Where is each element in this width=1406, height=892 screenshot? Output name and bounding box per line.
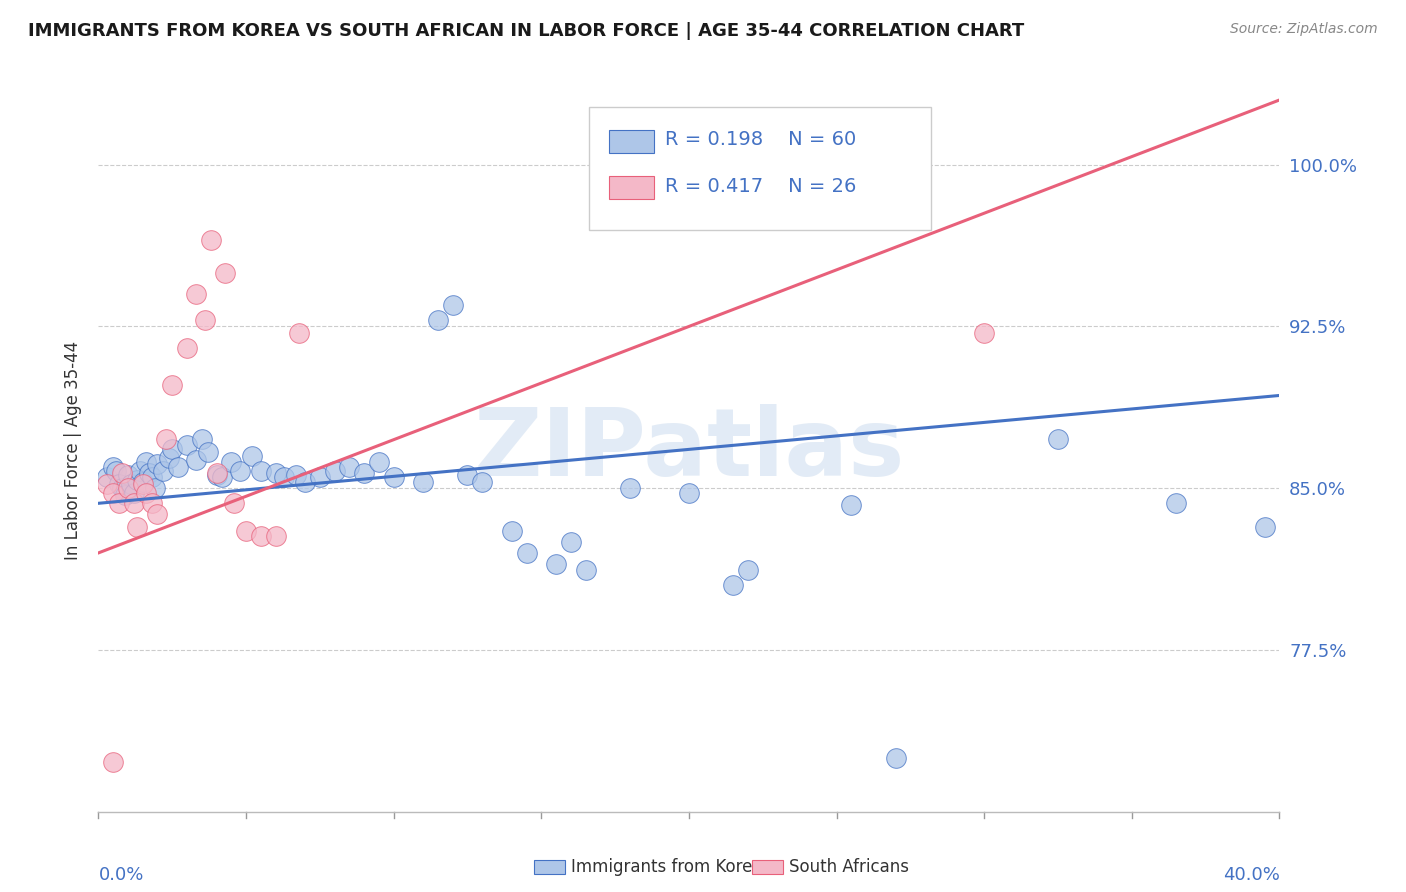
Point bbox=[146, 458, 169, 472]
Point bbox=[288, 326, 311, 340]
Point bbox=[120, 476, 142, 491]
Point bbox=[162, 377, 183, 392]
Point bbox=[412, 475, 434, 489]
Point bbox=[723, 578, 745, 592]
Point bbox=[1254, 520, 1277, 534]
Point bbox=[125, 520, 148, 534]
Point bbox=[152, 464, 174, 478]
Point bbox=[103, 755, 125, 769]
Point bbox=[973, 326, 995, 340]
Point bbox=[471, 475, 494, 489]
FancyBboxPatch shape bbox=[589, 107, 931, 230]
Point bbox=[546, 557, 568, 571]
Point bbox=[575, 563, 598, 577]
Point bbox=[157, 450, 180, 465]
Point bbox=[221, 455, 243, 469]
Point bbox=[501, 524, 523, 539]
Point bbox=[194, 313, 217, 327]
Point bbox=[619, 481, 641, 495]
Point bbox=[176, 438, 198, 452]
Point bbox=[114, 488, 136, 502]
Text: 40.0%: 40.0% bbox=[1223, 865, 1279, 884]
Text: Source: ZipAtlas.com: Source: ZipAtlas.com bbox=[1230, 22, 1378, 37]
Point bbox=[285, 468, 308, 483]
Point bbox=[884, 751, 907, 765]
Point bbox=[250, 529, 273, 543]
Point bbox=[197, 444, 219, 458]
Point bbox=[368, 455, 391, 469]
Point bbox=[323, 464, 346, 478]
Point bbox=[155, 432, 177, 446]
Point bbox=[122, 485, 145, 500]
Y-axis label: In Labor Force | Age 35-44: In Labor Force | Age 35-44 bbox=[63, 341, 82, 560]
Point bbox=[96, 470, 118, 484]
Point bbox=[678, 485, 700, 500]
Text: Immigrants from Korea: Immigrants from Korea bbox=[571, 858, 762, 876]
Point bbox=[309, 470, 332, 484]
Point bbox=[108, 496, 131, 510]
Bar bbox=[609, 129, 654, 153]
Point bbox=[184, 453, 207, 467]
Point bbox=[117, 481, 139, 495]
Point bbox=[1166, 496, 1188, 510]
Point bbox=[229, 464, 252, 478]
Point bbox=[103, 459, 125, 474]
Point bbox=[516, 546, 538, 560]
Point bbox=[441, 298, 464, 312]
Point bbox=[141, 496, 163, 510]
Point bbox=[135, 455, 157, 469]
Point bbox=[128, 464, 150, 478]
Point bbox=[841, 499, 863, 513]
Point bbox=[200, 233, 222, 247]
Point bbox=[111, 481, 134, 495]
Point bbox=[122, 496, 145, 510]
Point bbox=[117, 468, 139, 483]
Point bbox=[143, 481, 166, 495]
Point bbox=[108, 476, 131, 491]
Point bbox=[240, 449, 263, 463]
Point bbox=[176, 341, 198, 355]
Point bbox=[211, 470, 233, 484]
Point bbox=[264, 529, 287, 543]
Point bbox=[273, 470, 295, 484]
Bar bbox=[609, 176, 654, 199]
Point bbox=[214, 266, 236, 280]
Point bbox=[427, 313, 450, 327]
Point bbox=[737, 563, 759, 577]
Point bbox=[167, 459, 190, 474]
Point bbox=[294, 475, 316, 489]
Point bbox=[205, 468, 228, 483]
Point bbox=[125, 473, 148, 487]
Point bbox=[250, 464, 273, 478]
Point bbox=[235, 524, 257, 539]
Text: IMMIGRANTS FROM KOREA VS SOUTH AFRICAN IN LABOR FORCE | AGE 35-44 CORRELATION CH: IMMIGRANTS FROM KOREA VS SOUTH AFRICAN I… bbox=[28, 22, 1025, 40]
Point bbox=[457, 468, 479, 483]
Point bbox=[191, 432, 214, 446]
Text: 0.0%: 0.0% bbox=[98, 865, 143, 884]
Point bbox=[1046, 432, 1070, 446]
Point bbox=[132, 475, 155, 489]
Text: ZIPatlas: ZIPatlas bbox=[474, 404, 904, 497]
Text: R = 0.198    N = 60: R = 0.198 N = 60 bbox=[665, 130, 856, 149]
Point bbox=[205, 466, 228, 480]
Point bbox=[146, 507, 169, 521]
Text: South Africans: South Africans bbox=[789, 858, 908, 876]
Point bbox=[560, 535, 582, 549]
Point bbox=[382, 470, 405, 484]
Point bbox=[105, 464, 128, 478]
Point bbox=[162, 442, 183, 457]
Point bbox=[141, 470, 163, 484]
Point bbox=[132, 476, 155, 491]
Point bbox=[135, 485, 157, 500]
Point bbox=[111, 466, 134, 480]
Point bbox=[353, 466, 375, 480]
Point bbox=[224, 496, 246, 510]
Point bbox=[184, 287, 207, 301]
Point bbox=[339, 459, 361, 474]
Point bbox=[264, 466, 287, 480]
Point bbox=[96, 476, 118, 491]
Point bbox=[138, 466, 160, 480]
Point bbox=[103, 485, 125, 500]
Text: R = 0.417    N = 26: R = 0.417 N = 26 bbox=[665, 178, 856, 196]
